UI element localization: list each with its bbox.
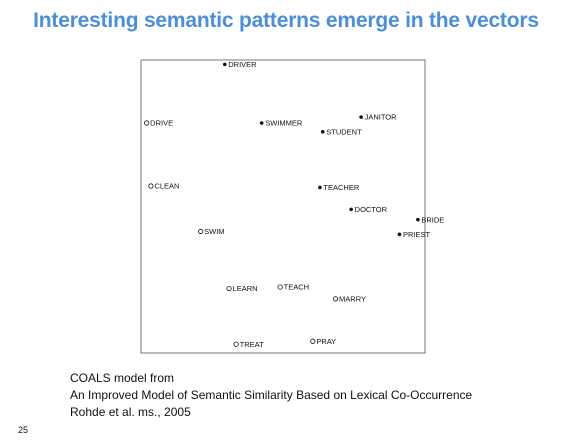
label-treat: TREAT <box>240 340 264 349</box>
marker-marry <box>332 296 339 302</box>
label-swim: SWIM <box>204 227 224 236</box>
slide-title: Interesting semantic patterns emerge in … <box>33 9 539 32</box>
point-teacher: TEACHER <box>318 183 360 192</box>
marker-priest <box>397 232 402 237</box>
marker-treat <box>233 341 239 347</box>
label-learn: LEARN <box>233 284 258 293</box>
label-priest: PRIEST <box>403 230 431 239</box>
label-bride: BRIDE <box>421 215 444 224</box>
label-janitor: JANITOR <box>365 113 398 122</box>
label-pray: PRAY <box>316 337 336 346</box>
caption: COALS model from An Improved Model of Se… <box>70 370 472 421</box>
point-swimmer: SWIMMER <box>259 119 303 128</box>
marker-clean <box>148 183 154 189</box>
point-pray: PRAY <box>310 337 336 346</box>
point-priest: PRIEST <box>397 230 431 239</box>
caption-line-3: Rohde et al. ms., 2005 <box>70 405 191 419</box>
marker-learn <box>226 285 232 292</box>
label-teacher: TEACHER <box>323 183 359 192</box>
label-teach: TEACH <box>284 283 309 292</box>
point-bride: BRIDE <box>416 215 444 224</box>
point-driver: DRIVER <box>222 60 257 69</box>
marker-doctor <box>349 207 353 212</box>
point-swim: SWIM <box>198 227 225 236</box>
marker-swimmer <box>259 121 264 125</box>
point-drive: DRIVE <box>144 119 173 128</box>
label-driver: DRIVER <box>228 60 257 69</box>
label-swimmer: SWIMMER <box>265 119 303 128</box>
marker-teacher <box>318 185 322 190</box>
caption-line-1: COALS model from <box>70 371 175 385</box>
label-clean: CLEAN <box>154 182 179 191</box>
label-doctor: DOCTOR <box>355 205 388 214</box>
marker-swim <box>198 228 204 235</box>
marker-teach <box>277 284 283 290</box>
marker-pray <box>310 338 316 344</box>
point-doctor: DOCTOR <box>349 205 388 214</box>
label-student: STUDENT <box>326 127 362 136</box>
page-number: 25 <box>18 425 29 435</box>
label-drive: DRIVE <box>150 119 173 128</box>
point-janitor: JANITOR <box>359 113 397 122</box>
point-learn: LEARN <box>226 284 258 293</box>
marker-drive <box>144 120 150 126</box>
point-marry: MARRY <box>332 294 366 303</box>
point-teach: TEACH <box>277 283 309 292</box>
point-student: STUDENT <box>320 127 362 136</box>
marker-janitor <box>359 115 363 119</box>
caption-line-2: An Improved Model of Semantic Similarity… <box>70 388 473 402</box>
label-marry: MARRY <box>339 294 366 303</box>
point-clean: CLEAN <box>148 182 179 191</box>
marker-student <box>320 129 325 134</box>
marker-bride <box>416 217 420 222</box>
plot-frame <box>140 59 426 354</box>
marker-driver <box>222 62 227 67</box>
point-treat: TREAT <box>233 340 264 349</box>
